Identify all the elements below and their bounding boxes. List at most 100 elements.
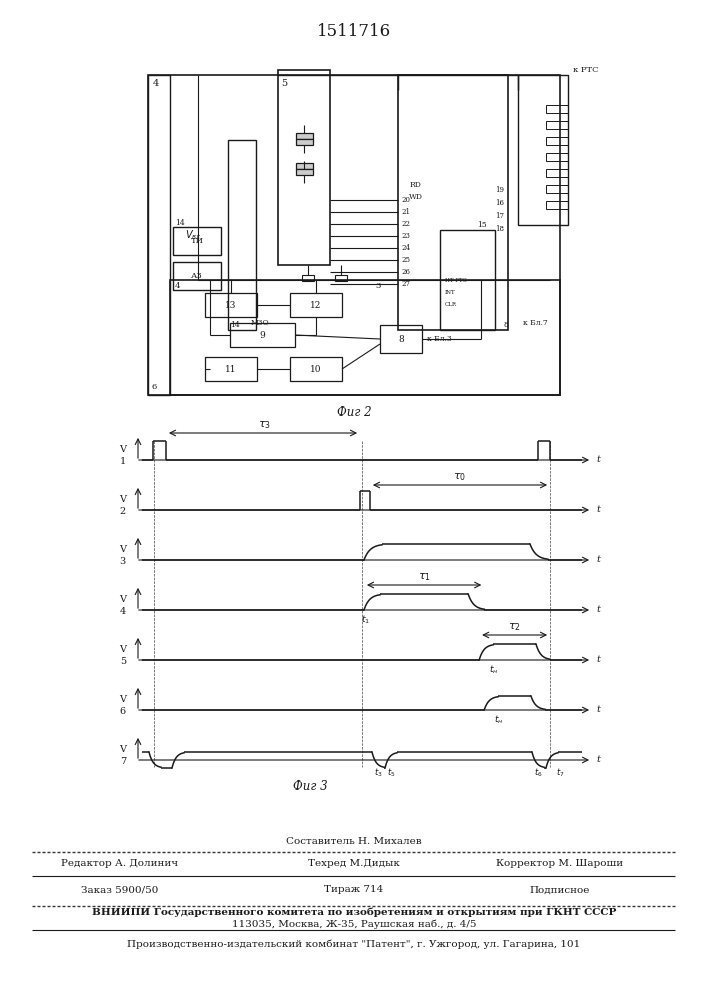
Text: t: t xyxy=(596,556,600,564)
Text: 19: 19 xyxy=(496,186,505,194)
Bar xyxy=(205,293,257,317)
Bar xyxy=(546,185,568,193)
Bar xyxy=(230,323,295,347)
Text: 2: 2 xyxy=(119,506,126,516)
Text: $V_{вх}$: $V_{вх}$ xyxy=(185,228,201,242)
Bar xyxy=(290,293,342,317)
Text: 1511716: 1511716 xyxy=(317,23,391,40)
Text: Тираж 714: Тираж 714 xyxy=(325,886,384,894)
Text: 17: 17 xyxy=(496,212,505,220)
Bar xyxy=(296,139,313,145)
Text: 14: 14 xyxy=(230,321,240,329)
Text: 26: 26 xyxy=(402,268,411,276)
Text: INT: INT xyxy=(445,290,455,294)
Bar xyxy=(546,137,568,145)
Text: ИТ РТС: ИТ РТС xyxy=(445,277,467,282)
Text: 3: 3 xyxy=(119,556,126,566)
Bar xyxy=(278,70,330,265)
Text: V: V xyxy=(119,744,126,754)
Text: $\tau_2$: $\tau_2$ xyxy=(508,621,520,633)
Text: Подписное: Подписное xyxy=(530,886,590,894)
Text: 9: 9 xyxy=(259,330,265,340)
Text: к РТС: к РТС xyxy=(573,66,599,74)
Bar xyxy=(148,75,170,395)
Text: ТИ: ТИ xyxy=(190,237,204,245)
Bar xyxy=(546,153,568,161)
Text: 5: 5 xyxy=(120,656,126,666)
Bar xyxy=(173,227,221,255)
Text: Фиг 3: Фиг 3 xyxy=(293,780,327,794)
Text: АЗ: АЗ xyxy=(191,272,203,280)
Text: $t_н$: $t_н$ xyxy=(489,664,499,676)
Text: 4: 4 xyxy=(153,79,159,88)
Bar xyxy=(290,357,342,381)
Bar xyxy=(380,325,422,353)
Text: 8: 8 xyxy=(503,321,508,329)
Text: V: V xyxy=(119,544,126,554)
Text: 1: 1 xyxy=(119,456,126,466)
Text: 20: 20 xyxy=(402,196,411,204)
Text: WD: WD xyxy=(409,193,423,201)
Text: ВНИИПИ Государственного комитета по изобретениям и открытиям при ГКНТ СССР: ВНИИПИ Государственного комитета по изоб… xyxy=(92,907,617,917)
Text: V: V xyxy=(119,494,126,504)
Text: V: V xyxy=(119,645,126,654)
Text: 113035, Москва, Ж-35, Раушская наб., д. 4/5: 113035, Москва, Ж-35, Раушская наб., д. … xyxy=(232,919,477,929)
Bar xyxy=(546,169,568,177)
Bar xyxy=(148,75,560,395)
Text: 14: 14 xyxy=(175,219,185,227)
Text: 11: 11 xyxy=(226,364,237,373)
Bar xyxy=(546,105,568,113)
Text: V: V xyxy=(119,444,126,454)
Text: Редактор А. Долинич: Редактор А. Долинич xyxy=(62,859,179,868)
Text: Составитель Н. Михалев: Составитель Н. Михалев xyxy=(286,838,422,846)
Text: 7: 7 xyxy=(119,756,126,766)
Text: 16: 16 xyxy=(496,199,505,207)
Bar xyxy=(296,169,313,175)
Bar xyxy=(518,75,568,225)
Text: Заказ 5900/50: Заказ 5900/50 xyxy=(81,886,158,894)
Text: к Бл.7: к Бл.7 xyxy=(523,319,548,327)
Text: $t_н$: $t_н$ xyxy=(494,714,504,726)
Bar xyxy=(296,133,313,139)
Bar xyxy=(546,121,568,129)
Text: 15: 15 xyxy=(477,221,487,229)
Text: к Бл.3: к Бл.3 xyxy=(427,335,452,343)
Text: 24: 24 xyxy=(402,244,411,252)
Bar xyxy=(228,140,256,330)
Text: $t_1$: $t_1$ xyxy=(361,614,370,626)
Text: 4: 4 xyxy=(119,606,126,615)
Text: 22: 22 xyxy=(402,220,411,228)
Bar xyxy=(302,275,314,281)
Text: 13: 13 xyxy=(226,300,237,310)
Text: $t_6$: $t_6$ xyxy=(534,767,542,779)
Text: $\tau_3$: $\tau_3$ xyxy=(257,419,271,431)
Text: 6: 6 xyxy=(152,383,157,391)
Text: 3: 3 xyxy=(375,282,380,290)
Text: 21: 21 xyxy=(402,208,411,216)
Text: CLR: CLR xyxy=(445,302,457,306)
Bar xyxy=(398,75,508,330)
Text: RD: RD xyxy=(410,181,422,189)
Text: V: V xyxy=(119,694,126,704)
Text: Производственно-издательский комбинат "Патент", г. Ужгород, ул. Гагарина, 101: Производственно-издательский комбинат "П… xyxy=(127,939,580,949)
Text: t: t xyxy=(596,756,600,764)
Text: 4: 4 xyxy=(175,282,180,290)
Text: Корректор М. Шароши: Корректор М. Шароши xyxy=(496,859,624,868)
Bar xyxy=(546,201,568,209)
Text: $\tau_1$: $\tau_1$ xyxy=(418,571,431,583)
Text: t: t xyxy=(596,605,600,614)
Text: t: t xyxy=(596,656,600,664)
Text: Фиг 2: Фиг 2 xyxy=(337,406,371,420)
Text: 8: 8 xyxy=(398,334,404,344)
Text: V: V xyxy=(119,594,126,603)
Text: МЗО: МЗО xyxy=(251,319,269,327)
Text: Техред М.Дидык: Техред М.Дидык xyxy=(308,859,400,868)
Text: 18: 18 xyxy=(496,225,505,233)
Text: 6: 6 xyxy=(120,706,126,716)
Bar xyxy=(296,163,313,169)
Text: 27: 27 xyxy=(402,280,411,288)
Text: t: t xyxy=(596,456,600,464)
Text: $t_3$: $t_3$ xyxy=(374,767,382,779)
Bar xyxy=(170,280,560,395)
Text: 23: 23 xyxy=(402,232,411,240)
